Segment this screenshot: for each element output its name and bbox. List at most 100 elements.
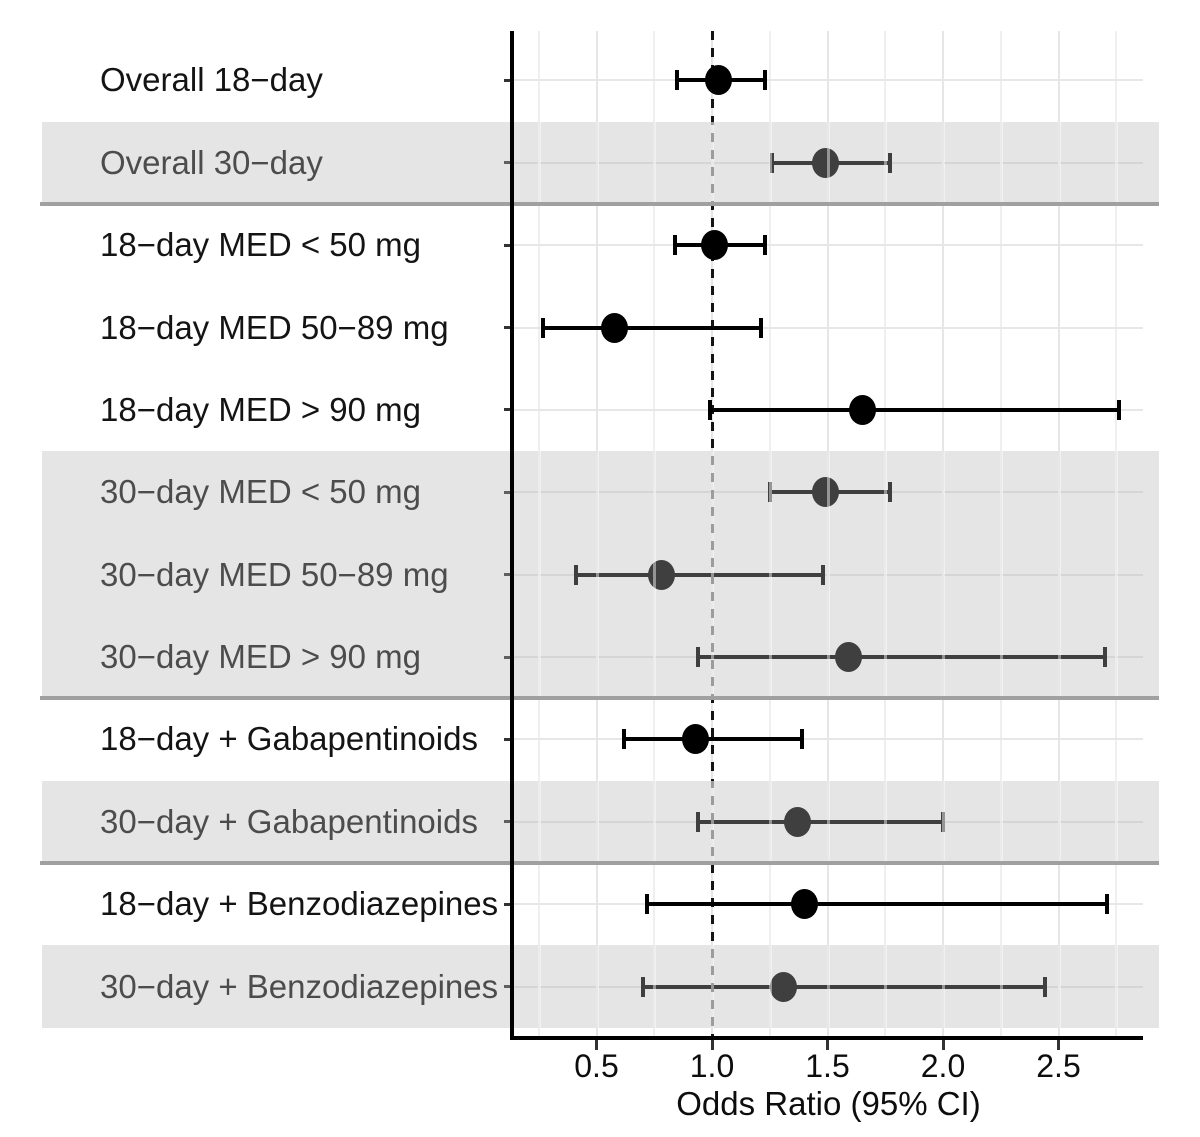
band-gridline-stripe — [1057, 451, 1061, 699]
point-estimate — [647, 559, 675, 590]
band-gridline-stripe — [711, 945, 714, 1028]
y-axis-tick — [504, 737, 513, 741]
ci-cap-high — [763, 70, 768, 91]
band-gridline-stripe — [653, 451, 657, 699]
ci-bar — [642, 984, 1045, 989]
ci-cap-low — [696, 811, 701, 832]
band-gridline-stripe — [1115, 780, 1119, 863]
row-label: 18−day + Gabapentinoids — [100, 720, 478, 758]
row-label: 30−day MED 50−89 mg — [100, 555, 449, 593]
ci-bar — [624, 737, 803, 742]
group-separator-line — [40, 201, 1159, 206]
y-axis-tick — [504, 408, 513, 412]
band-gridline-stripe — [768, 121, 772, 204]
reference-line-or-1 — [710, 31, 714, 1036]
y-axis-tick — [504, 655, 513, 659]
band-gridline-stripe — [1057, 780, 1061, 863]
band-gridline-stripe — [826, 121, 830, 204]
x-axis-title: Odds Ratio (95% CI) — [676, 1085, 981, 1122]
band-gridline-stripe — [537, 451, 541, 699]
ci-cap-low — [767, 482, 772, 503]
band-gridline-stripe — [942, 780, 945, 863]
band-gridline-stripe — [595, 945, 599, 1028]
band-gridline-stripe — [653, 121, 657, 204]
gridline-row-horizontal — [514, 573, 1143, 576]
row-label: Overall 30−day — [100, 143, 323, 181]
gridline-minor-vertical — [768, 31, 771, 1036]
y-axis-line — [510, 31, 514, 1040]
ci-bar — [698, 819, 943, 824]
gridline-minor-vertical — [653, 31, 656, 1036]
band-gridline-stripe — [711, 121, 714, 204]
ci-cap-low — [707, 399, 712, 420]
band-gridline-stripe — [653, 780, 657, 863]
ci-cap-high — [887, 482, 892, 503]
band-gridline-stripe — [1115, 451, 1119, 699]
point-estimate — [601, 312, 629, 343]
ci-cap-low — [573, 564, 578, 585]
band-gridline-stripe — [999, 945, 1003, 1028]
y-axis-tick — [504, 573, 513, 577]
gridline-minor-vertical — [1115, 31, 1118, 1036]
ci-cap-low — [541, 317, 546, 338]
gridline-major-vertical — [1057, 31, 1060, 1036]
x-axis-tick — [826, 1040, 829, 1050]
band-gridline-stripe — [768, 451, 772, 699]
ci-cap-high — [820, 564, 825, 585]
y-axis-tick — [504, 78, 513, 82]
band-gridline-stripe — [595, 780, 599, 863]
x-axis-tick — [1057, 1040, 1060, 1050]
y-axis-tick — [504, 820, 513, 824]
band-gridline-stripe — [1115, 121, 1119, 204]
point-estimate — [770, 971, 798, 1002]
ci-cap-high — [941, 811, 945, 832]
gridline-row-horizontal — [514, 738, 1143, 741]
group-separator-line — [40, 861, 1159, 865]
y-axis-tick — [504, 985, 513, 989]
x-axis-tick-label: 2.5 — [1036, 1048, 1081, 1084]
band-gridline-stripe — [595, 451, 599, 699]
band-gridline-stripe — [884, 780, 888, 863]
point-estimate — [705, 65, 733, 96]
band-gridline-stripe — [768, 945, 772, 1028]
ci-cap-low — [675, 70, 680, 91]
band-gridline-stripe — [1057, 945, 1061, 1028]
point-estimate — [811, 477, 839, 508]
band-gridline-stripe — [1115, 945, 1119, 1028]
band-gridline-stripe — [711, 780, 714, 863]
band-gridline-stripe — [942, 121, 945, 204]
gridline-row-horizontal — [514, 326, 1143, 329]
point-estimate — [700, 230, 728, 261]
ci-cap-low — [673, 235, 678, 256]
row-label: 30−day MED < 50 mg — [100, 473, 422, 511]
ci-cap-low — [645, 894, 650, 915]
point-estimate — [834, 642, 862, 673]
row-label: Overall 18−day — [100, 61, 323, 99]
gridline-major-vertical — [942, 31, 944, 1036]
x-axis-tick-label: 1.5 — [805, 1048, 850, 1084]
y-axis-tick — [504, 161, 513, 165]
ci-cap-high — [1105, 894, 1109, 915]
band-gridline-stripe — [653, 945, 657, 1028]
x-axis-tick-label: 2.0 — [920, 1048, 966, 1084]
gridline-major-vertical — [826, 31, 829, 1036]
band-gridline-stripe — [537, 780, 541, 863]
gridline-minor-vertical — [537, 31, 540, 1036]
ci-bar — [709, 407, 1119, 412]
band-gridline-stripe — [1057, 121, 1061, 204]
y-axis-tick — [504, 243, 513, 247]
shaded-row-band — [42, 121, 1159, 204]
band-gridline-stripe — [999, 780, 1003, 863]
band-gridline-stripe — [826, 451, 830, 699]
band-gridline-stripe — [884, 451, 888, 699]
x-axis-tick-label: 0.5 — [574, 1048, 619, 1084]
ci-bar — [543, 325, 761, 330]
x-axis-tick — [595, 1040, 598, 1050]
gridline-major-vertical — [595, 31, 598, 1036]
ci-bar — [575, 572, 823, 577]
ci-cap-low — [640, 976, 645, 997]
gridline-minor-vertical — [884, 31, 887, 1036]
ci-cap-high — [1042, 976, 1047, 997]
band-gridline-stripe — [537, 121, 541, 204]
